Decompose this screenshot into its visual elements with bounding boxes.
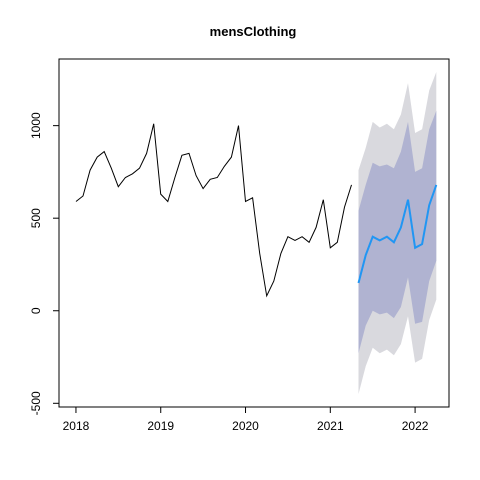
x-axis: 2018 2019 2020 2021 2022 [63,406,429,433]
y-tick-label: 0 [29,307,43,314]
x-tick-label: 2018 [63,419,90,433]
forecast-mean-line [357,184,438,284]
series-lines [75,123,438,298]
chart-title: mensClothing [210,24,297,39]
y-axis: -500 0 500 1000 [29,112,60,415]
history-line [75,123,352,298]
x-tick-label: 2022 [402,419,429,433]
band-80-area [358,110,437,354]
x-tick-label: 2019 [147,419,174,433]
x-tick-label: 2021 [317,419,344,433]
y-tick-label: 1000 [29,112,43,139]
y-tick-label: -500 [29,391,43,415]
y-tick-label: 500 [29,208,43,228]
x-tick-label: 2020 [232,419,259,433]
